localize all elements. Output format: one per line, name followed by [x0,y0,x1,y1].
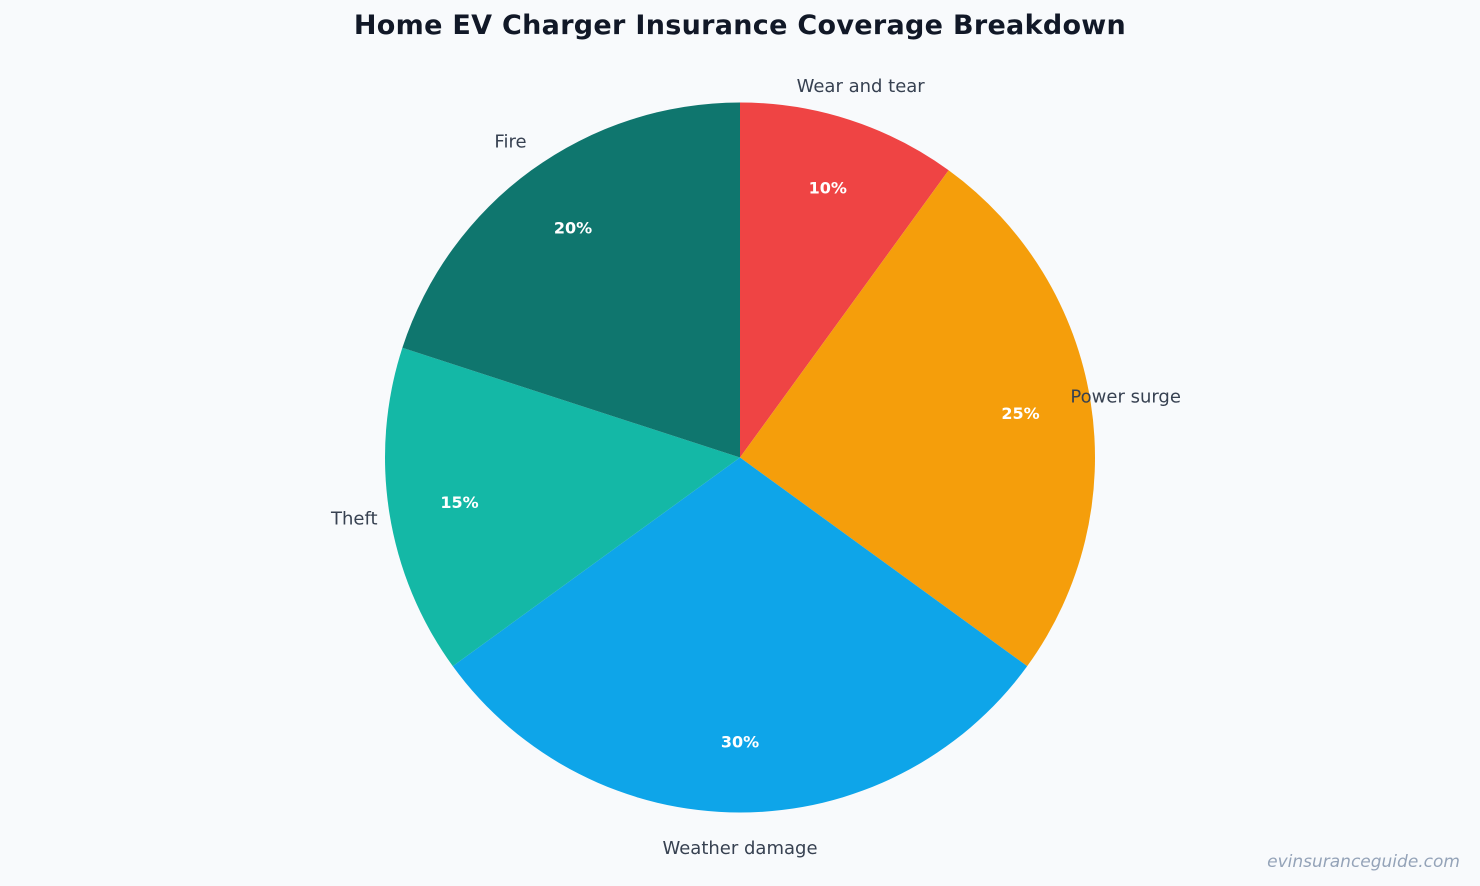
slice-category-label: Fire [494,132,526,153]
slice-percent-label: 30% [721,733,759,752]
slice-percent-label: 15% [440,493,478,512]
slice-category-label: Power surge [1070,386,1181,407]
chart-title: Home EV Charger Insurance Coverage Break… [353,10,1127,41]
slice-category-label: Weather damage [662,838,817,859]
pie-slice-wear-and-tear [740,102,949,458]
slice-category-label: Theft [330,509,378,530]
slice-percent-label: 10% [809,178,847,197]
pie-slice-weather-damage [452,457,1028,813]
slice-category-label: Wear and tear [797,76,926,97]
pie-slice-theft [385,347,740,667]
watermark: evinsuranceguide.com [1267,852,1460,872]
slice-percent-label: 20% [554,219,592,238]
slice-percent-label: 25% [1001,404,1039,423]
pie-slice-power-surge [740,170,1095,667]
pie-slice-fire [402,102,740,458]
